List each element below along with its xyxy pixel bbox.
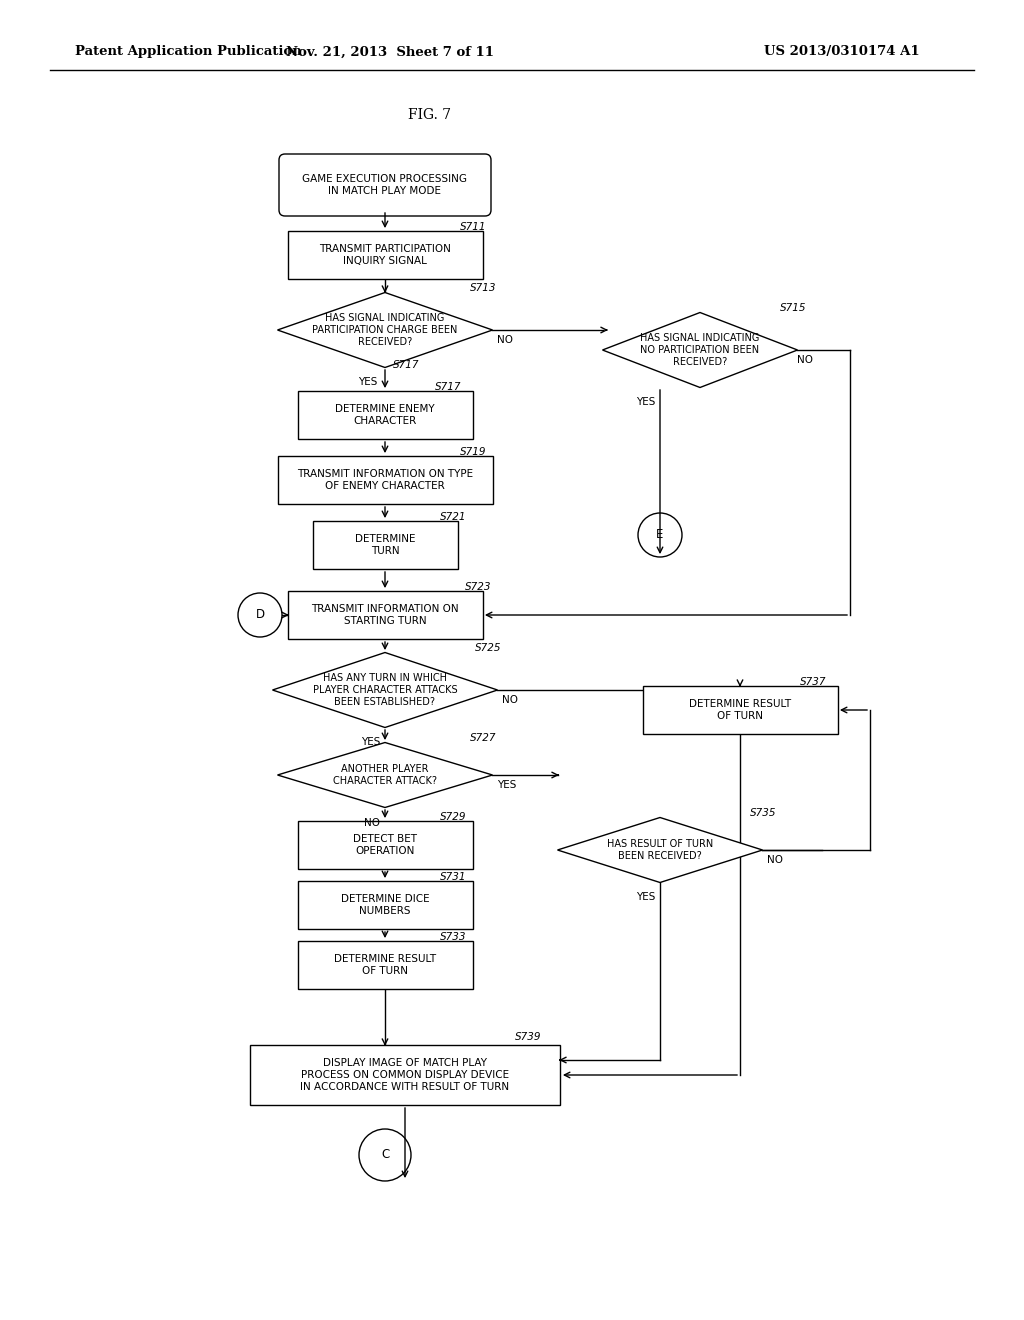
Text: S723: S723 [465,582,492,591]
Circle shape [638,513,682,557]
Text: S737: S737 [800,677,826,686]
Text: DETERMINE RESULT
OF TURN: DETERMINE RESULT OF TURN [689,700,792,721]
Text: C: C [381,1148,389,1162]
Circle shape [359,1129,411,1181]
Text: TRANSMIT INFORMATION ON TYPE
OF ENEMY CHARACTER: TRANSMIT INFORMATION ON TYPE OF ENEMY CH… [297,469,473,491]
Text: NO: NO [502,696,518,705]
Text: S717: S717 [393,360,420,370]
Text: DETERMINE RESULT
OF TURN: DETERMINE RESULT OF TURN [334,954,436,975]
Text: S717: S717 [435,381,462,392]
Text: D: D [255,609,264,622]
Text: S721: S721 [440,512,467,521]
Text: NO: NO [767,855,783,865]
Text: S731: S731 [440,873,467,882]
Text: S711: S711 [460,222,486,232]
Text: YES: YES [636,397,655,407]
Text: FIG. 7: FIG. 7 [409,108,452,121]
Text: S733: S733 [440,932,467,942]
Text: Nov. 21, 2013  Sheet 7 of 11: Nov. 21, 2013 Sheet 7 of 11 [286,45,494,58]
FancyBboxPatch shape [279,154,490,216]
Text: DETECT BET
OPERATION: DETECT BET OPERATION [353,834,417,855]
Bar [250,1045,560,1105]
Text: NO: NO [797,355,813,366]
Text: Patent Application Publication: Patent Application Publication [75,45,302,58]
Text: US 2013/0310174 A1: US 2013/0310174 A1 [764,45,920,58]
Bar [298,941,472,989]
Text: S725: S725 [475,643,502,653]
Text: S739: S739 [515,1032,542,1041]
Bar [288,591,482,639]
Polygon shape [272,652,498,727]
Bar [312,521,458,569]
Text: GAME EXECUTION PROCESSING
IN MATCH PLAY MODE: GAME EXECUTION PROCESSING IN MATCH PLAY … [302,174,468,195]
Text: HAS SIGNAL INDICATING
NO PARTICIPATION BEEN
RECEIVED?: HAS SIGNAL INDICATING NO PARTICIPATION B… [640,334,760,367]
Polygon shape [557,817,763,883]
Polygon shape [278,293,493,367]
Text: NO: NO [497,335,513,345]
Text: HAS RESULT OF TURN
BEEN RECEIVED?: HAS RESULT OF TURN BEEN RECEIVED? [607,840,713,861]
Text: S713: S713 [470,282,497,293]
Bar [298,821,472,869]
Text: S727: S727 [470,733,497,743]
Text: S729: S729 [440,812,467,822]
Text: YES: YES [357,378,377,387]
Text: HAS ANY TURN IN WHICH
PLAYER CHARACTER ATTACKS
BEEN ESTABLISHED?: HAS ANY TURN IN WHICH PLAYER CHARACTER A… [312,673,458,706]
Circle shape [238,593,282,638]
Text: TRANSMIT PARTICIPATION
INQUIRY SIGNAL: TRANSMIT PARTICIPATION INQUIRY SIGNAL [319,244,451,265]
Text: HAS SIGNAL INDICATING
PARTICIPATION CHARGE BEEN
RECEIVED?: HAS SIGNAL INDICATING PARTICIPATION CHAR… [312,313,458,347]
Text: DETERMINE DICE
NUMBERS: DETERMINE DICE NUMBERS [341,894,429,916]
Bar [288,231,482,279]
Text: E: E [656,528,664,541]
Text: DETERMINE
TURN: DETERMINE TURN [354,535,416,556]
Text: YES: YES [636,892,655,902]
Text: DETERMINE ENEMY
CHARACTER: DETERMINE ENEMY CHARACTER [335,404,435,426]
Text: S735: S735 [750,808,776,818]
Text: TRANSMIT INFORMATION ON
STARTING TURN: TRANSMIT INFORMATION ON STARTING TURN [311,605,459,626]
Polygon shape [278,742,493,808]
Bar [298,391,472,440]
Text: DISPLAY IMAGE OF MATCH PLAY
PROCESS ON COMMON DISPLAY DEVICE
IN ACCORDANCE WITH : DISPLAY IMAGE OF MATCH PLAY PROCESS ON C… [300,1059,510,1092]
Text: S715: S715 [780,304,807,313]
Text: ANOTHER PLAYER
CHARACTER ATTACK?: ANOTHER PLAYER CHARACTER ATTACK? [333,764,437,785]
Text: S719: S719 [460,447,486,457]
Text: YES: YES [360,737,380,747]
Bar [278,455,493,504]
Text: YES: YES [497,780,516,789]
Bar [642,686,838,734]
Polygon shape [602,313,798,388]
Text: NO: NO [364,818,380,828]
Bar [298,880,472,929]
